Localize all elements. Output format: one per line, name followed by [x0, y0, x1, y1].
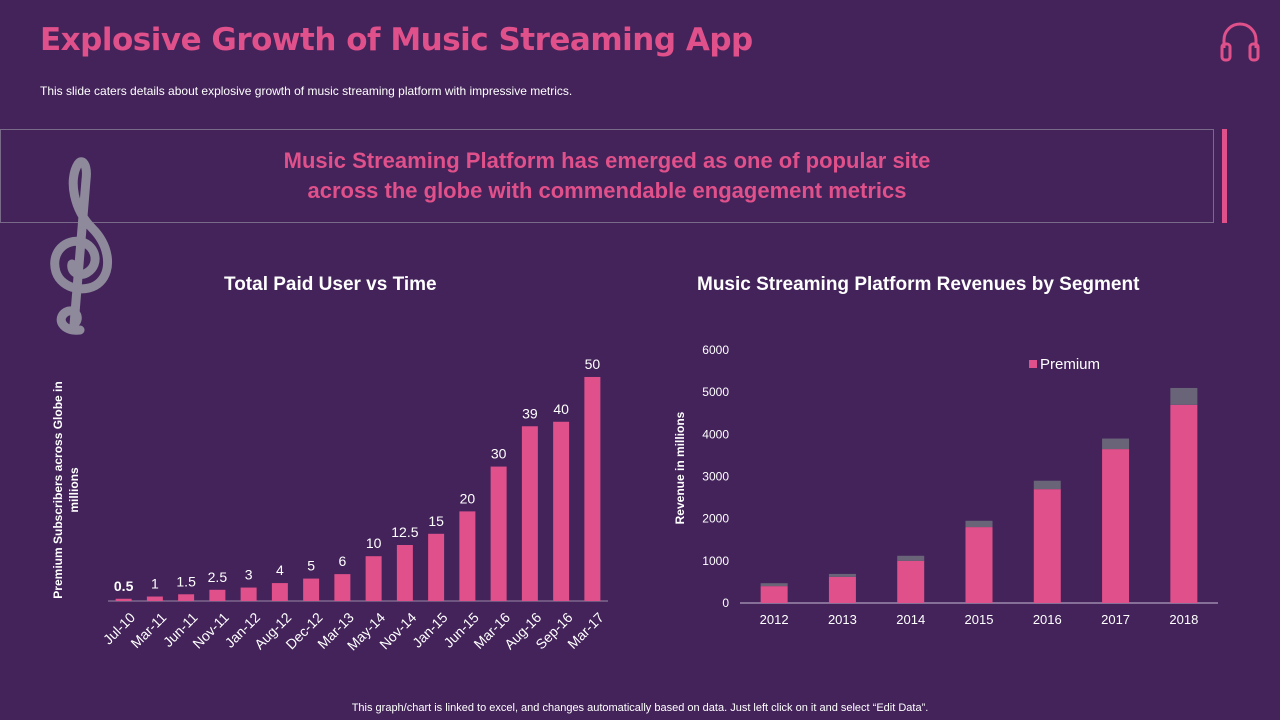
chart1-bar	[178, 594, 195, 601]
chart2-bar-premium	[897, 560, 925, 603]
chart1-bar	[521, 426, 538, 601]
chart1-y-label-line1: Premium Subscribers across Globe in	[51, 381, 65, 598]
headphones-icon	[1220, 22, 1260, 62]
chart1-x-tick: Nov-11	[189, 609, 232, 652]
chart2-x-tick: 2018	[1169, 612, 1198, 627]
chart2-y-tick: 3000	[702, 470, 729, 484]
chart2-y-tick: 1000	[702, 554, 729, 568]
chart1-data-label: 6	[338, 553, 346, 569]
chart1-bar	[209, 589, 226, 601]
chart2-bar-other	[965, 520, 993, 528]
chart2-bar-other	[1102, 438, 1130, 450]
chart1-x-tick: Mar-11	[127, 609, 169, 651]
chart2-y-tick: 2000	[702, 512, 729, 526]
chart2-y-tick: 0	[722, 596, 729, 610]
chart2-bar-other	[828, 573, 856, 577]
banner-box: Music Streaming Platform has emerged as …	[0, 129, 1214, 223]
chart1-data-label: 2.5	[208, 569, 228, 585]
chart1-data-label: 30	[491, 446, 507, 462]
chart2-bar-premium	[1102, 449, 1130, 603]
chart2-x-tick: 2015	[965, 612, 994, 627]
page-subtitle: This slide caters details about explosiv…	[40, 84, 573, 98]
chart1-bar	[303, 578, 320, 601]
chart2-y-tick: 4000	[702, 427, 729, 441]
chart1-bar	[553, 421, 570, 601]
chart2-title: Music Streaming Platform Revenues by Seg…	[697, 274, 1140, 295]
chart2-bar-premium	[965, 527, 993, 603]
chart1-data-label: 3	[245, 567, 253, 583]
chart2-x-tick: 2016	[1033, 612, 1062, 627]
chart2-x-tick: 2017	[1101, 612, 1130, 627]
chart1-data-label: 5	[307, 558, 315, 574]
banner-text: Music Streaming Platform has emerged as …	[1, 130, 1213, 222]
chart1-bar	[428, 533, 445, 601]
chart2-bar-other	[760, 583, 788, 587]
page-title: Explosive Growth of Music Streaming App	[40, 22, 753, 58]
chart2-legend-label: Premium	[1040, 356, 1100, 373]
chart2-x-tick: 2012	[760, 612, 789, 627]
chart1-data-label: 1	[151, 576, 159, 592]
chart1-data-label: 50	[585, 356, 601, 372]
chart2-y-tick: 6000	[702, 343, 729, 357]
chart1-y-label-line2: millions	[67, 467, 81, 513]
chart1-bar	[584, 376, 601, 601]
chart1-data-label: 39	[522, 405, 538, 421]
chart1-data-label: 4	[276, 562, 284, 578]
chart1-data-label: 1.5	[176, 573, 196, 589]
banner-line-1: Music Streaming Platform has emerged as …	[283, 148, 931, 173]
treble-clef-icon	[50, 157, 113, 335]
chart1-bar	[334, 574, 351, 601]
chart2-bar-premium	[1170, 404, 1198, 603]
chart2-y-label: Revenue in millions	[673, 411, 687, 524]
chart2-bar-premium	[828, 576, 856, 603]
chart1-bar	[146, 596, 163, 601]
chart1-title: Total Paid User vs Time	[224, 274, 437, 295]
footer-note: This graph/chart is linked to excel, and…	[351, 702, 929, 714]
chart1-bar	[115, 598, 132, 601]
chart1-data-label: 12.5	[391, 524, 418, 540]
chart2-bar-other	[1033, 480, 1061, 490]
chart1-bar	[365, 556, 382, 601]
chart1-bar	[459, 511, 476, 601]
chart1-bar	[396, 544, 413, 601]
chart2-bar-premium	[760, 586, 788, 603]
chart2-bar-other	[1170, 387, 1198, 405]
chart2-bar-other	[897, 555, 925, 561]
chart2-bar-premium	[1033, 489, 1061, 603]
banner-line-2: across the globe with commendable engage…	[307, 178, 907, 203]
chart1-data-label: 10	[366, 535, 382, 551]
chart1-data-label: 15	[428, 513, 444, 529]
accent-bar	[1222, 129, 1227, 223]
chart2-x-tick: 2014	[896, 612, 925, 627]
chart1-bar	[240, 587, 257, 601]
chart2-x-tick: 2013	[828, 612, 857, 627]
chart1-bar	[490, 466, 507, 601]
chart1-data-label: 40	[553, 401, 569, 417]
chart1-data-label: 20	[460, 490, 476, 506]
chart2-y-tick: 5000	[702, 385, 729, 399]
chart1-x-tick: Mar-17	[564, 609, 607, 652]
chart1-data-label: 0.5	[114, 578, 134, 594]
chart2-legend-swatch	[1029, 360, 1037, 368]
chart1-bar	[271, 583, 288, 601]
